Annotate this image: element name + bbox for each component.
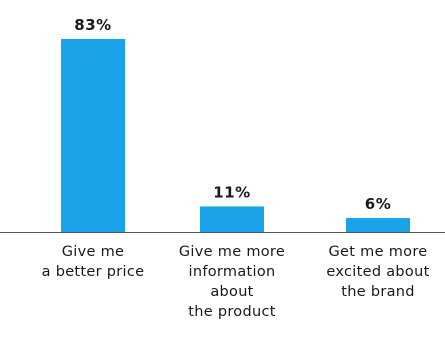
category-label-line: Get me more (328, 244, 428, 260)
bar-2 (200, 206, 264, 232)
category-label-line: excited about (326, 264, 430, 280)
category-label-line: information (188, 264, 276, 280)
value-label-2: 11% (213, 183, 250, 201)
value-label-1: 83% (74, 16, 111, 34)
category-label-line: about (210, 284, 254, 300)
bars-group (61, 39, 410, 232)
category-label-line: the product (188, 304, 276, 320)
category-label-line: a better price (41, 264, 145, 280)
category-label-3: Get me more excited about the brand (303, 242, 445, 302)
bar-3 (346, 218, 410, 232)
category-label-line: Give me more (178, 244, 286, 260)
value-labels-group: 83% 11% 6% (74, 16, 391, 213)
category-label-line: Give me (61, 244, 125, 260)
category-label-1: Give me a better price (18, 242, 168, 282)
bar-1 (61, 39, 125, 232)
value-label-3: 6% (365, 195, 391, 213)
category-label-2: Give me more information about the product (157, 242, 307, 322)
category-label-line: the brand (341, 284, 415, 300)
